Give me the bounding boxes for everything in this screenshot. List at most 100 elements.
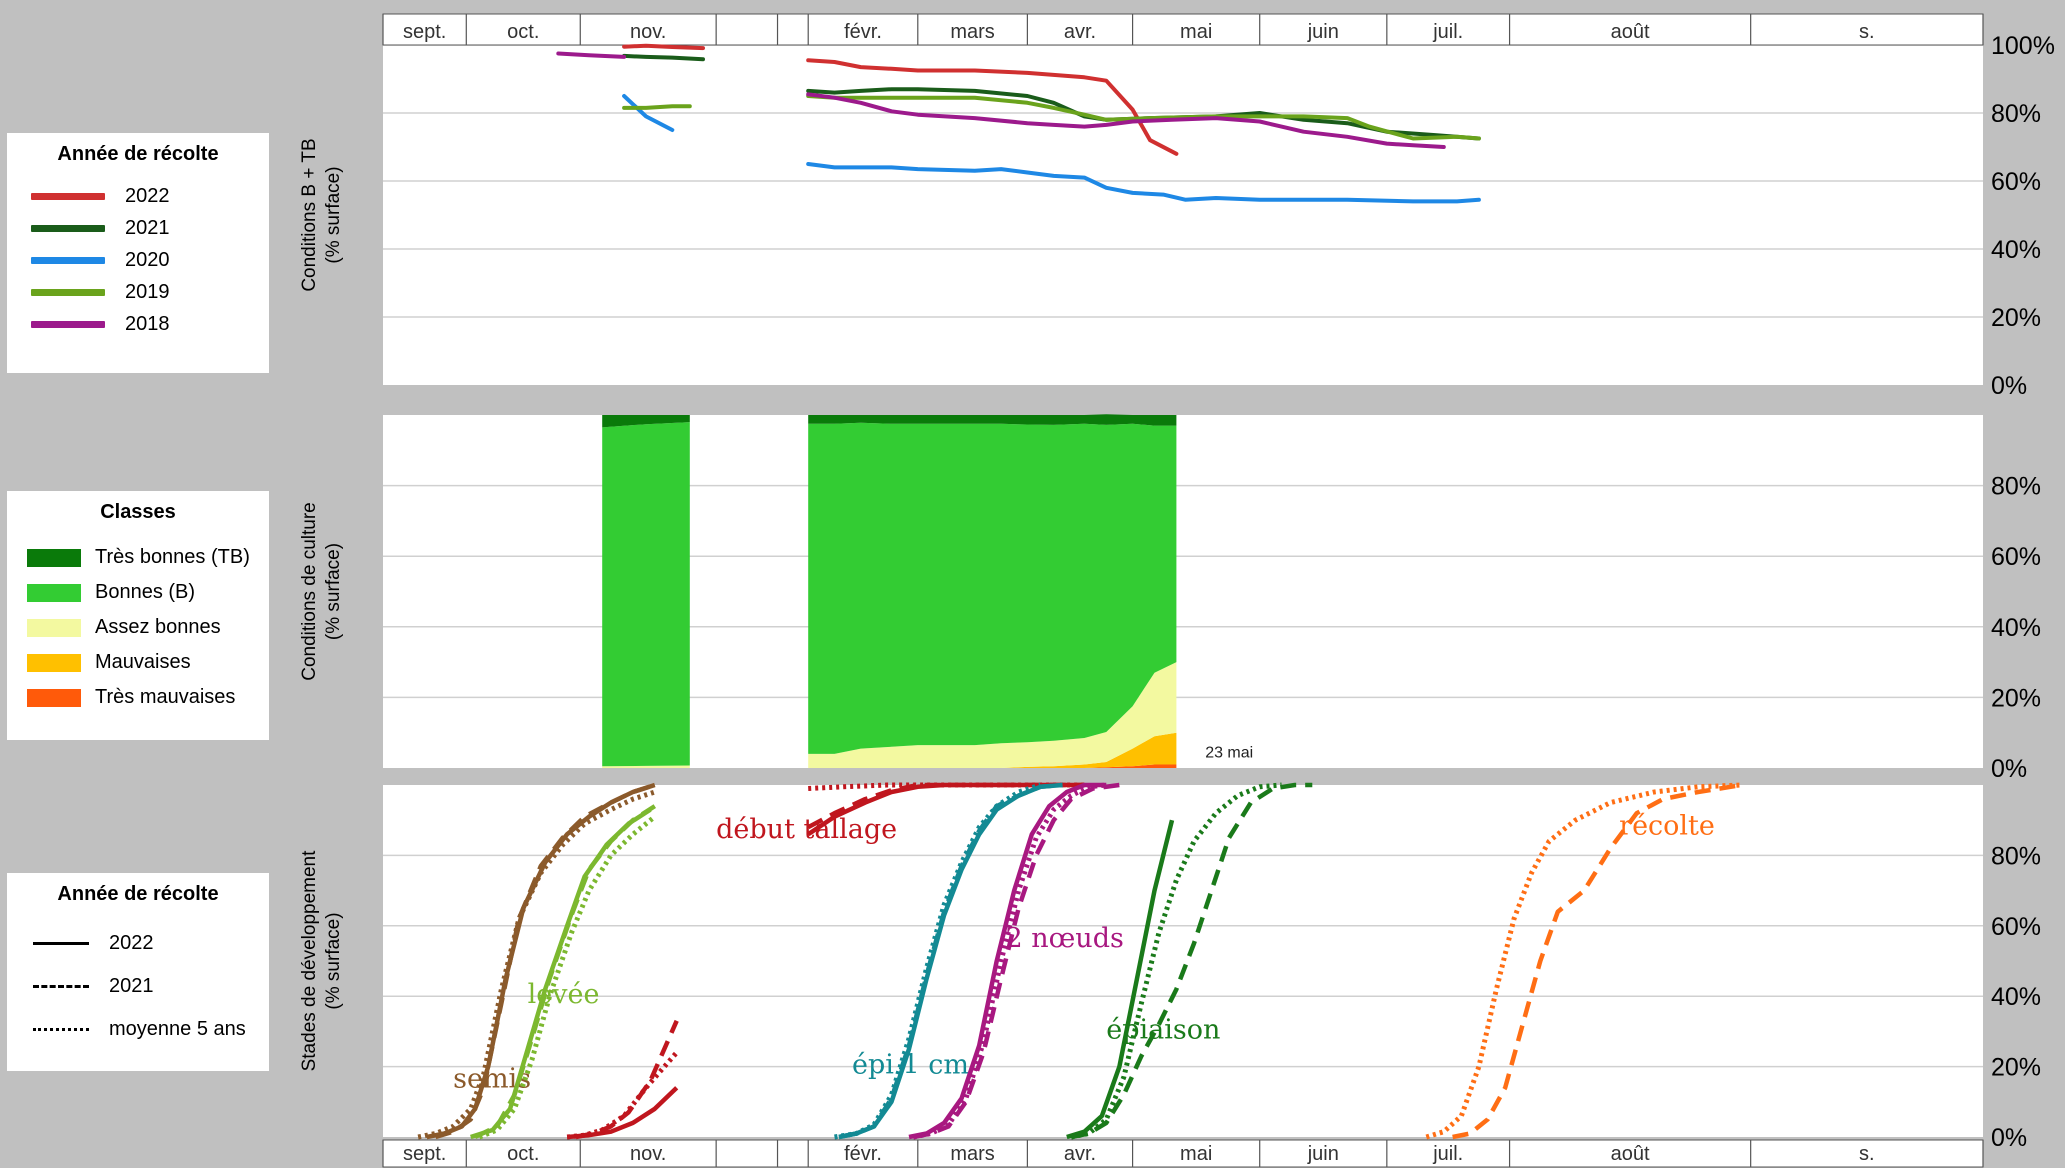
legend-swatch (33, 985, 89, 988)
stage-curve (808, 782, 1085, 791)
y-tick-label: 80% (1991, 100, 2041, 128)
y-tick-label: 20% (1991, 1054, 2041, 1082)
month-label: avr. (1064, 1143, 1096, 1165)
y-tick-label: 60% (1991, 913, 2041, 941)
month-label: oct. (507, 21, 539, 43)
month-label: juin (1307, 21, 1339, 43)
legend-swatch (33, 1028, 89, 1031)
y-tick-label: 0% (1991, 755, 2027, 783)
y-tick-label: 0% (1991, 372, 2027, 400)
stage-label: 2 nœuds (1005, 923, 1123, 954)
legend-swatch (27, 618, 81, 637)
y-axis-label: (% surface) (323, 912, 344, 1009)
stage-label: épi 1 cm (852, 1050, 969, 1081)
legend-label: 2021 (125, 216, 170, 239)
series-line-2020 (806, 162, 1481, 204)
area-b (602, 422, 690, 767)
legend-linestyles: Année de récolte 2022 2021 moyenne 5 ans (7, 873, 269, 1071)
stage-curve (474, 804, 657, 1140)
legend-classes-title: Classes (100, 501, 176, 523)
y-tick-label: 40% (1991, 983, 2041, 1011)
series-line-2022 (622, 43, 705, 51)
area-ab (808, 662, 1177, 768)
stage-label: épiaison (1106, 1014, 1220, 1045)
month-label: avr. (1064, 21, 1096, 43)
stage-label: récolte (1619, 810, 1715, 841)
legend-item: 2018 (31, 308, 269, 340)
y-tick-label: 80% (1991, 473, 2041, 501)
legend-label: Mauvaises (95, 651, 191, 673)
legend-years: Année de récolte 2022 2021 2020 2019 2018 (7, 133, 269, 373)
month-label: août (1611, 21, 1650, 43)
legend-label: 2020 (125, 248, 170, 271)
legend-swatch (31, 320, 105, 328)
month-label: juin (1307, 1143, 1339, 1165)
series-line-2021 (622, 53, 705, 62)
stage-curve (1425, 782, 1743, 1140)
legend-label: 2022 (125, 184, 170, 207)
legend-item: 2022 (31, 180, 269, 212)
legend-item: Assez bonnes (27, 610, 269, 645)
month-label: nov. (630, 21, 666, 43)
month-label: sept. (403, 1143, 446, 1165)
y-tick-label: 80% (1991, 842, 2041, 870)
plot-area (383, 45, 1983, 385)
stage-curve (434, 782, 656, 1140)
month-label: mars (950, 21, 994, 43)
series-line-2018 (556, 51, 627, 59)
month-label: août (1611, 1143, 1650, 1165)
stage-curve (1452, 782, 1743, 1140)
month-axis (382, 13, 1984, 46)
legend-swatch (31, 224, 105, 232)
legend-label: moyenne 5 ans (109, 1018, 246, 1040)
legend-item: 2021 (33, 965, 269, 1008)
y-tick-label: 20% (1991, 684, 2041, 712)
area-tb (808, 414, 1177, 426)
stage-curve (834, 782, 1042, 1140)
legend-item: 2019 (31, 276, 269, 308)
y-tick-label: 40% (1991, 236, 2041, 264)
month-label: mai (1180, 1143, 1212, 1165)
legend-item: Bonnes (B) (27, 575, 269, 610)
stage-curve (1070, 782, 1282, 1140)
stage-curve (478, 814, 657, 1140)
legend-swatch (31, 192, 105, 200)
stage-curve (807, 782, 1085, 830)
legend-classes: Classes Très bonnes (TB) Bonnes (B) Assez … (7, 491, 269, 740)
legend-item: Très mauvaises (27, 680, 269, 715)
legend-label: Très mauvaises (95, 686, 236, 708)
month-label: s. (1859, 1143, 1875, 1165)
legend-swatch (31, 256, 105, 264)
plot-area (383, 785, 1983, 1137)
stage-label: début tallage (716, 814, 897, 845)
y-tick-label: 60% (1991, 543, 2041, 571)
stage-curve (908, 782, 1107, 1140)
month-label: sept. (403, 21, 446, 43)
stage-curve (1066, 819, 1175, 1140)
series-line-2018 (806, 92, 1446, 149)
y-axis-label: (% surface) (323, 166, 344, 263)
month-label: févr. (844, 1143, 882, 1165)
legend-item: Très bonnes (TB) (27, 540, 269, 575)
legend-label: 2018 (125, 312, 170, 335)
y-tick-label: 40% (1991, 614, 2041, 642)
y-tick-label: 0% (1991, 1124, 2027, 1152)
y-tick-label: 60% (1991, 168, 2041, 196)
legend-label: 2022 (109, 932, 154, 954)
stage-curve (1070, 782, 1313, 1140)
legend-label: Bonnes (B) (95, 581, 196, 603)
series-line-2020 (622, 94, 675, 132)
month-label: juil. (1432, 1143, 1463, 1165)
legend-item: 2021 (31, 212, 269, 244)
legend-swatch (31, 288, 105, 296)
y-axis-label: Conditions B + TB (299, 138, 320, 291)
legend-item: moyenne 5 ans (33, 1008, 269, 1051)
legend-item: Mauvaises (27, 645, 269, 680)
stage-label: levée (528, 979, 600, 1010)
month-label: oct. (507, 1143, 539, 1165)
month-label: nov. (630, 1143, 666, 1165)
month-label: juil. (1432, 21, 1463, 43)
area-b (808, 422, 1177, 754)
annotation-date: 23 mai (1205, 744, 1253, 761)
y-axis-label: (% surface) (323, 543, 344, 640)
